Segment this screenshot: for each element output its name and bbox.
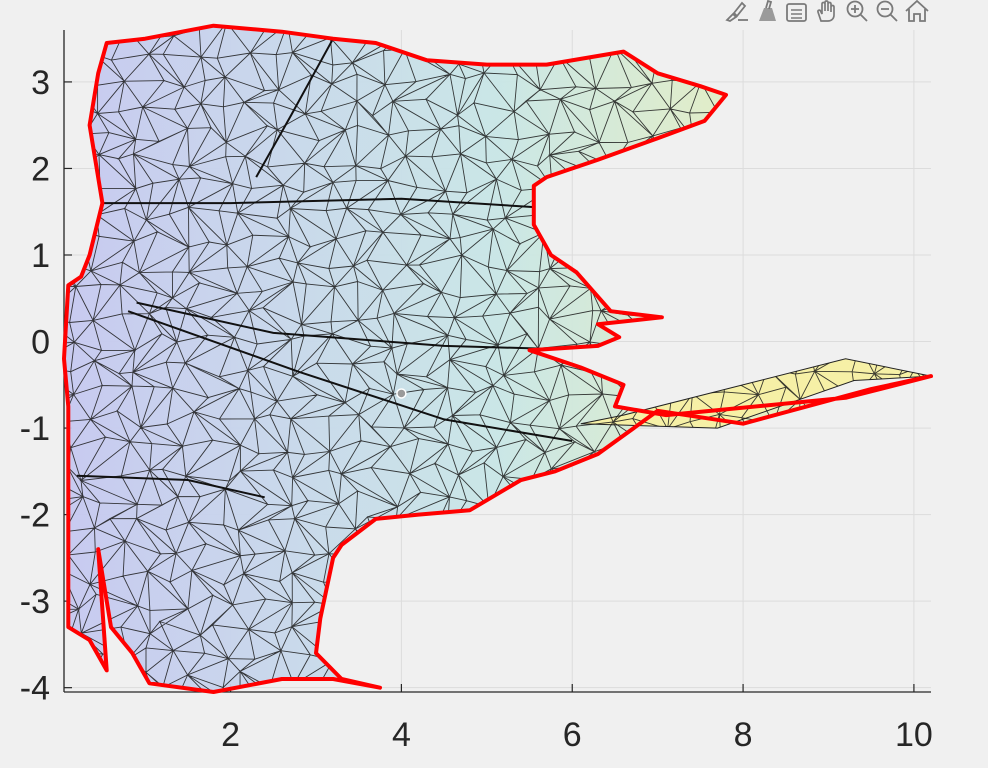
figure-toolbar [724, 0, 930, 24]
zoom-out-icon [876, 0, 898, 22]
data-tips-icon [759, 0, 776, 21]
x-tick-label: 10 [895, 716, 933, 754]
mesh-crease [136, 301, 598, 352]
surface-fill [64, 25, 931, 692]
x-tick-label: 8 [734, 716, 753, 754]
y-tick-label: 2 [31, 150, 50, 188]
zoom-in-icon [846, 0, 868, 22]
home-restore-icon [905, 0, 929, 22]
mesh-crease [127, 310, 573, 442]
data-tips-button[interactable] [754, 0, 780, 24]
y-tick-label: 0 [31, 324, 50, 362]
y-tick-label: -1 [20, 410, 50, 448]
home-button[interactable] [904, 0, 930, 24]
pan-hand-icon [817, 0, 835, 22]
y-tick-label: -4 [20, 670, 50, 708]
brush-button[interactable] [724, 0, 750, 24]
data-cursor-button[interactable] [784, 0, 810, 24]
zoom-out-button[interactable] [874, 0, 900, 24]
x-tick-labels: 2 4 6 8 10 [221, 716, 933, 754]
zoom-in-button[interactable] [844, 0, 870, 24]
mesh-crease [76, 474, 265, 499]
x-tick-label: 4 [392, 716, 411, 754]
brush-icon [725, 1, 748, 22]
data-marker[interactable] [396, 388, 407, 399]
x-tick-label: 2 [221, 716, 240, 754]
pan-button[interactable] [814, 0, 840, 24]
x-tick-label: 6 [563, 716, 582, 754]
y-tick-label: 3 [31, 64, 50, 102]
y-tick-label: -2 [20, 497, 50, 535]
y-tick-labels: 3 2 1 0 -1 -2 -3 -4 [20, 64, 50, 708]
red-boundary-line [62, 23, 933, 694]
y-tick-label: 1 [31, 237, 50, 275]
mesh-crease [102, 197, 539, 209]
mesh-crease [255, 38, 334, 178]
data-cursor-icon [786, 3, 807, 22]
y-tick-label: -3 [20, 583, 50, 621]
